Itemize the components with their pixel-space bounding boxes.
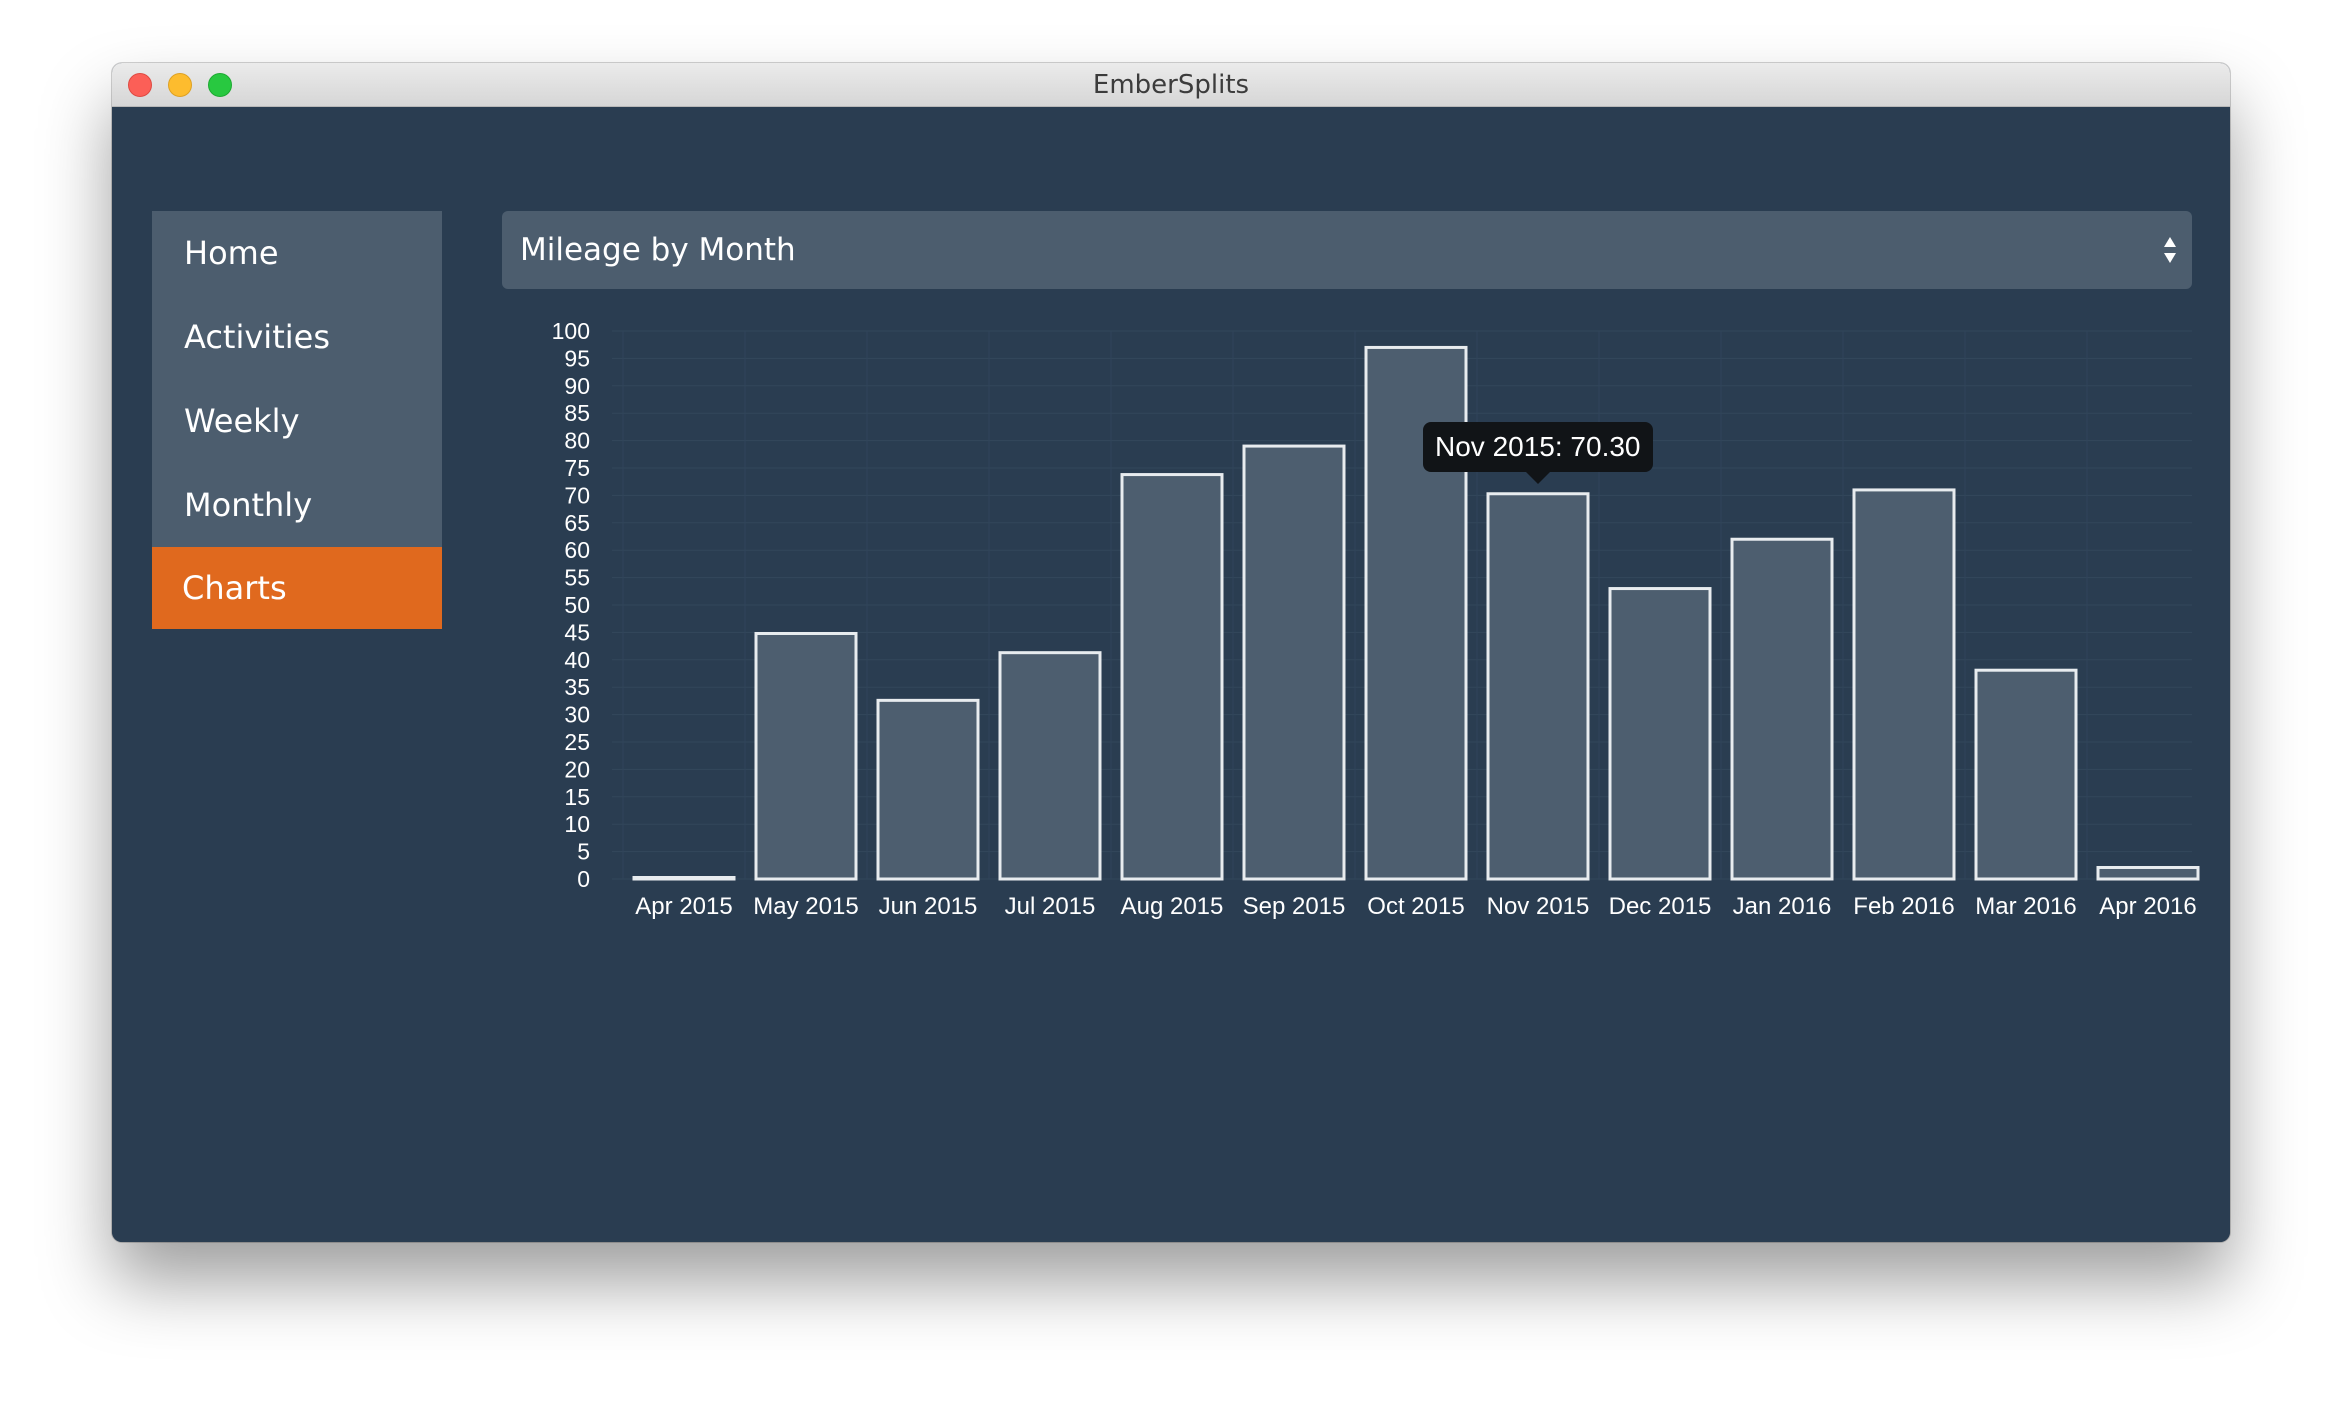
y-tick-label: 15 [564,784,590,810]
bar-mar-2016 [1974,668,2078,881]
y-tick-label: 25 [564,729,590,755]
x-tick-label: Nov 2015 [1487,893,1590,920]
x-tick-label: Feb 2016 [1853,893,1954,920]
y-tick-label: 80 [564,428,590,454]
close-window-button[interactable] [128,73,152,97]
y-tick-label: 55 [564,565,590,591]
title-bar: EmberSplits [112,63,2230,107]
chart-type-select-value: Mileage by Month [520,232,796,268]
bar-jan-2016 [1730,537,1834,881]
y-tick-label: 50 [564,592,590,618]
y-tick-label: 45 [564,619,590,645]
y-tick-label: 100 [552,318,590,344]
bar-tooltip: Nov 2015: 70.30 [1423,421,1653,472]
bar-apr-2016 [2096,865,2200,881]
zoom-window-button[interactable] [208,73,232,97]
y-tick-label: 40 [564,647,590,673]
sidebar-item-monthly[interactable]: Monthly [152,463,442,547]
updown-arrows-icon [2164,237,2176,263]
x-tick-label: Oct 2015 [1367,893,1464,920]
window-title: EmberSplits [1092,70,1250,100]
mileage-bar-chart: 0510152025303540455055606570758085909510… [552,318,2200,920]
y-tick-label: 35 [564,674,590,700]
bar-tooltip-pointer [1526,471,1550,484]
bar-jun-2015 [876,698,980,881]
y-tick-label: 10 [564,811,590,837]
minimize-window-button[interactable] [168,73,192,97]
bar-aug-2015 [1120,473,1224,881]
y-tick-label: 75 [564,455,590,481]
y-tick-label: 85 [564,400,590,426]
bar-sep-2015 [1242,444,1346,881]
x-tick-label: Jul 2015 [1005,893,1096,920]
x-tick-label: Mar 2016 [1975,893,2076,920]
sidebar-item-weekly[interactable]: Weekly [152,379,442,463]
y-tick-label: 70 [564,482,590,508]
y-tick-label: 0 [577,866,590,892]
x-tick-label: Sep 2015 [1243,893,1346,920]
y-tick-label: 20 [564,756,590,782]
x-tick-label: May 2015 [753,893,858,920]
x-tick-label: Apr 2016 [2099,893,2196,920]
x-tick-label: Jun 2015 [879,893,978,920]
y-tick-label: 30 [564,702,590,728]
chart-type-select[interactable]: Mileage by Month [502,211,2192,289]
x-tick-label: Apr 2015 [635,893,732,920]
bar-nov-2015 [1486,492,1590,881]
bar-jul-2015 [998,651,1102,881]
y-tick-label: 90 [564,373,590,399]
sidebar-nav: Home Activities Weekly Monthly Charts [152,211,442,629]
sidebar-item-home[interactable]: Home [152,211,442,295]
x-tick-label: Dec 2015 [1609,893,1712,920]
y-tick-label: 60 [564,537,590,563]
x-tick-label: Jan 2016 [1733,893,1832,920]
y-tick-label: 95 [564,345,590,371]
sidebar-item-charts[interactable]: Charts [152,547,442,629]
bar-dec-2015 [1608,587,1712,881]
sidebar-item-activities[interactable]: Activities [152,295,442,379]
bar-apr-2015 [632,876,736,881]
bar-feb-2016 [1852,488,1956,881]
x-tick-label: Aug 2015 [1121,893,1224,920]
y-tick-label: 5 [577,839,590,865]
main-content: Home Activities Weekly Monthly Charts Mi… [112,107,2230,1242]
app-window: EmberSplits Home Activities Weekly Month… [112,63,2230,1242]
bar-may-2015 [754,631,858,881]
y-tick-label: 65 [564,510,590,536]
